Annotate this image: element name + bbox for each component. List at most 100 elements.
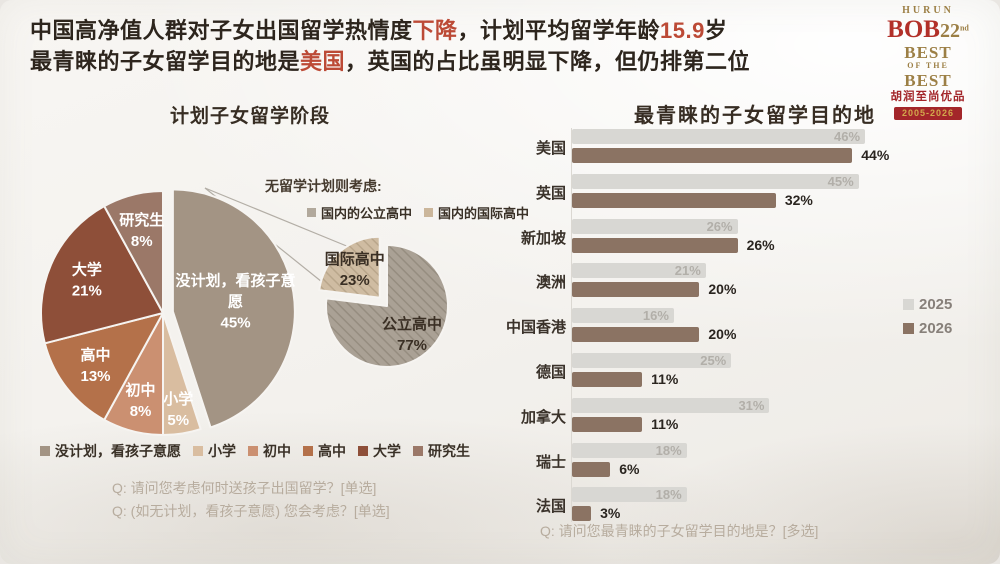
pie-legend: 没计划，看孩子意愿 小学 初中 高中 大学 研究生 (40, 441, 482, 461)
pie-chart-title: 计划子女留学阶段 (169, 106, 330, 127)
pie-charts-canvas: 没计划，看孩子意愿 45% 小学 5%初中 8% 高中 13% 大学 21% 研究生 8% 公立高中 7… (40, 187, 449, 436)
main-pie-slice-5 (103, 190, 164, 314)
headline-line2: 最青睐的子女留学目的地是美国，英国的占比虽明显下降，但仍排第二位 (30, 46, 750, 77)
bar-chart: 美国 46% 44% 英国 45% 32% 新加坡 26% 26% 澳洲 21% 20% 中国香港 16%… (504, 129, 990, 529)
logo-22-text: 22 (939, 20, 960, 42)
bar-category-label: 新加坡 (520, 229, 566, 247)
bar-category-label: 中国香港 (505, 319, 566, 337)
bar-2025: 31% (572, 397, 770, 413)
main-pie-slice-0 (171, 188, 296, 429)
bar-2025: 25% (572, 353, 732, 368)
pie-legend-item-3: 高中 (303, 441, 346, 461)
pie-legend-swatch (193, 446, 203, 456)
pie-legend-label: 没计划，看孩子意愿 (55, 443, 181, 459)
bar-2026 (572, 461, 611, 477)
pie-legend-swatch (248, 446, 258, 456)
headline-highlight: 15.9 (660, 18, 705, 43)
bar-2026 (572, 237, 738, 253)
callout-legend-label: 国内的公立高中 (321, 206, 413, 221)
bar-group-4: 中国香港 16% 20% (504, 308, 990, 343)
survey-question: Q: 请问您考虑何时送孩子出国留学？[单选] (112, 480, 377, 496)
headline-highlight: 美国 (300, 49, 346, 74)
main-pie-slice-3 (43, 312, 164, 421)
bar-2026-value: 11% (651, 415, 679, 432)
mini-pie-slice-0 (325, 244, 449, 368)
main-pie-slice-label: 研究生 8% (119, 211, 164, 250)
pie-legend-item-1: 小学 (193, 441, 236, 461)
bar-legend-item-0: 2025 (903, 296, 952, 313)
bar-group-7: 瑞士 18% 6% (504, 442, 990, 477)
bar-2025: 18% (572, 487, 687, 503)
bar-category-label: 美国 (535, 140, 566, 157)
bar-legend-label: 2026 (919, 320, 953, 337)
bar-2025-value: 18% (655, 442, 682, 458)
bar-2026 (572, 282, 700, 298)
bar-2025: 16% (572, 308, 674, 324)
bar-group-5: 德国 25% 11% (504, 353, 990, 387)
bar-category-label: 加拿大 (520, 408, 566, 426)
callout-legend-item-0: 国内的公立高中 (307, 203, 412, 222)
pie-legend-swatch (40, 446, 50, 456)
logo-nd-text: nd (959, 23, 969, 33)
bar-chart-title: 最青睐的子女留学目的地 (634, 105, 876, 127)
bar-category-label: 澳洲 (535, 274, 566, 292)
mini-pie-slice-label: 国际高中 23% (325, 250, 385, 289)
bar-category-label: 法国 (535, 498, 566, 516)
headline-line1: 中国高净值人群对子女出国留学热情度下降，计划平均留学年龄15.9岁 (30, 15, 750, 46)
callout-legend-swatch (424, 208, 434, 217)
pie-legend-label: 小学 (208, 443, 236, 459)
pie-legend-item-5: 研究生 (413, 441, 470, 461)
bar-2025-value: 46% (833, 129, 861, 144)
bar-group-1: 英国 45% 32% (504, 173, 990, 208)
main-pie-slice-label: 高中 13% (81, 346, 111, 385)
main-pie-slice-label: 初中 8% (126, 381, 156, 420)
bar-group-3: 澳洲 21% 20% (504, 263, 990, 298)
callout-legend-swatch (307, 208, 316, 217)
headline-text: 最青睐的子女留学目的地是 (30, 49, 301, 74)
main-pie-slice-label: 大学 21% (72, 261, 102, 300)
bar-group-2: 新加坡 26% 26% (504, 218, 990, 253)
bar-legend-swatch (903, 299, 914, 310)
bar-2025: 46% (572, 129, 866, 144)
mini-pie-slice-label: 公立高中 77% (382, 315, 442, 354)
pie-legend-label: 大学 (373, 443, 401, 459)
bar-2026 (572, 372, 643, 387)
bar-legend-swatch (903, 323, 914, 334)
bar-category-label: 瑞士 (535, 453, 566, 471)
bar-2026 (572, 192, 776, 208)
bar-2026-value: 32% (784, 191, 813, 208)
callout-line (204, 187, 350, 248)
bar-2025-value: 18% (655, 487, 682, 503)
bar-2025: 18% (572, 442, 687, 458)
bar-legend-label: 2025 (919, 296, 953, 313)
pie-legend-swatch (303, 446, 313, 456)
bar-2025-value: 26% (706, 218, 733, 234)
bar-2026-value: 26% (746, 236, 775, 253)
headline: 中国高净值人群对子女出国留学热情度下降，计划平均留学年龄15.9岁 最青睐的子女… (30, 15, 750, 77)
logo-bob-text: BOB (887, 16, 940, 43)
pie-legend-item-4: 大学 (358, 441, 401, 461)
bar-chart-legend: 2025 2026 (903, 296, 952, 344)
callout-legend-item-1: 国内的国际高中 (424, 203, 529, 222)
bar-2026-value: 20% (708, 326, 737, 343)
bar-2026 (572, 506, 592, 522)
main-pie-slice-4 (40, 205, 164, 345)
pie-legend-item-0: 没计划，看孩子意愿 (40, 441, 181, 461)
pie-legend-item-2: 初中 (248, 441, 291, 461)
pie-legend-label: 初中 (263, 443, 291, 459)
pie-legend-label: 高中 (318, 443, 346, 459)
bar-2026-value: 44% (861, 147, 890, 163)
survey-question-right: Q: 请问您最青睐的子女留学目的地是？[多选] (540, 523, 819, 539)
bar-group-6: 加拿大 31% 11% (504, 397, 990, 432)
hurun-best-of-the-best-logo: HURUN BOB22nd BEST OF THE BEST 胡润至尚优品 20… (870, 6, 986, 120)
bar-legend-item-1: 2026 (903, 320, 952, 337)
callout-legend: 国内的公立高中 国内的国际高中 (307, 203, 541, 222)
pie-legend-label: 研究生 (428, 443, 470, 459)
headline-text: ，英国的占比虽明显下降，但仍排第二位 (345, 49, 751, 74)
bar-2025-value: 21% (674, 263, 701, 279)
callout-title: 无留学计划则考虑: (265, 178, 382, 194)
bar-2025-value: 31% (738, 397, 765, 413)
logo-years-badge: 2005-2026 (893, 106, 963, 120)
headline-text: 岁 (704, 18, 728, 43)
